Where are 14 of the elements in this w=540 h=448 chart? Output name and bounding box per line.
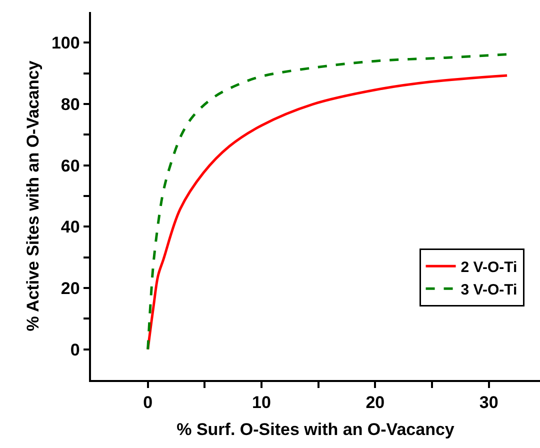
x-tick-label: 30 xyxy=(479,393,498,412)
y-tick-label: 20 xyxy=(60,278,80,298)
y-tick-label: 0 xyxy=(70,340,80,360)
x-tick-label: 20 xyxy=(366,393,385,412)
x-axis-title: % Surf. O-Sites with an O-Vacancy xyxy=(176,420,455,440)
legend-label: 3 V-O-Ti xyxy=(460,282,518,298)
x-tick-label: 0 xyxy=(143,393,153,412)
y-tick-label: 100 xyxy=(51,34,80,53)
x-tick-label: 10 xyxy=(252,393,271,412)
legend-label: 2 V-O-Ti xyxy=(460,259,518,276)
y-tick-label: 60 xyxy=(60,156,80,176)
y-axis-title: % Active Sites with an O-Vacancy xyxy=(24,60,43,332)
y-tick-label: 40 xyxy=(60,218,80,237)
y-tick-label: 80 xyxy=(60,94,80,114)
